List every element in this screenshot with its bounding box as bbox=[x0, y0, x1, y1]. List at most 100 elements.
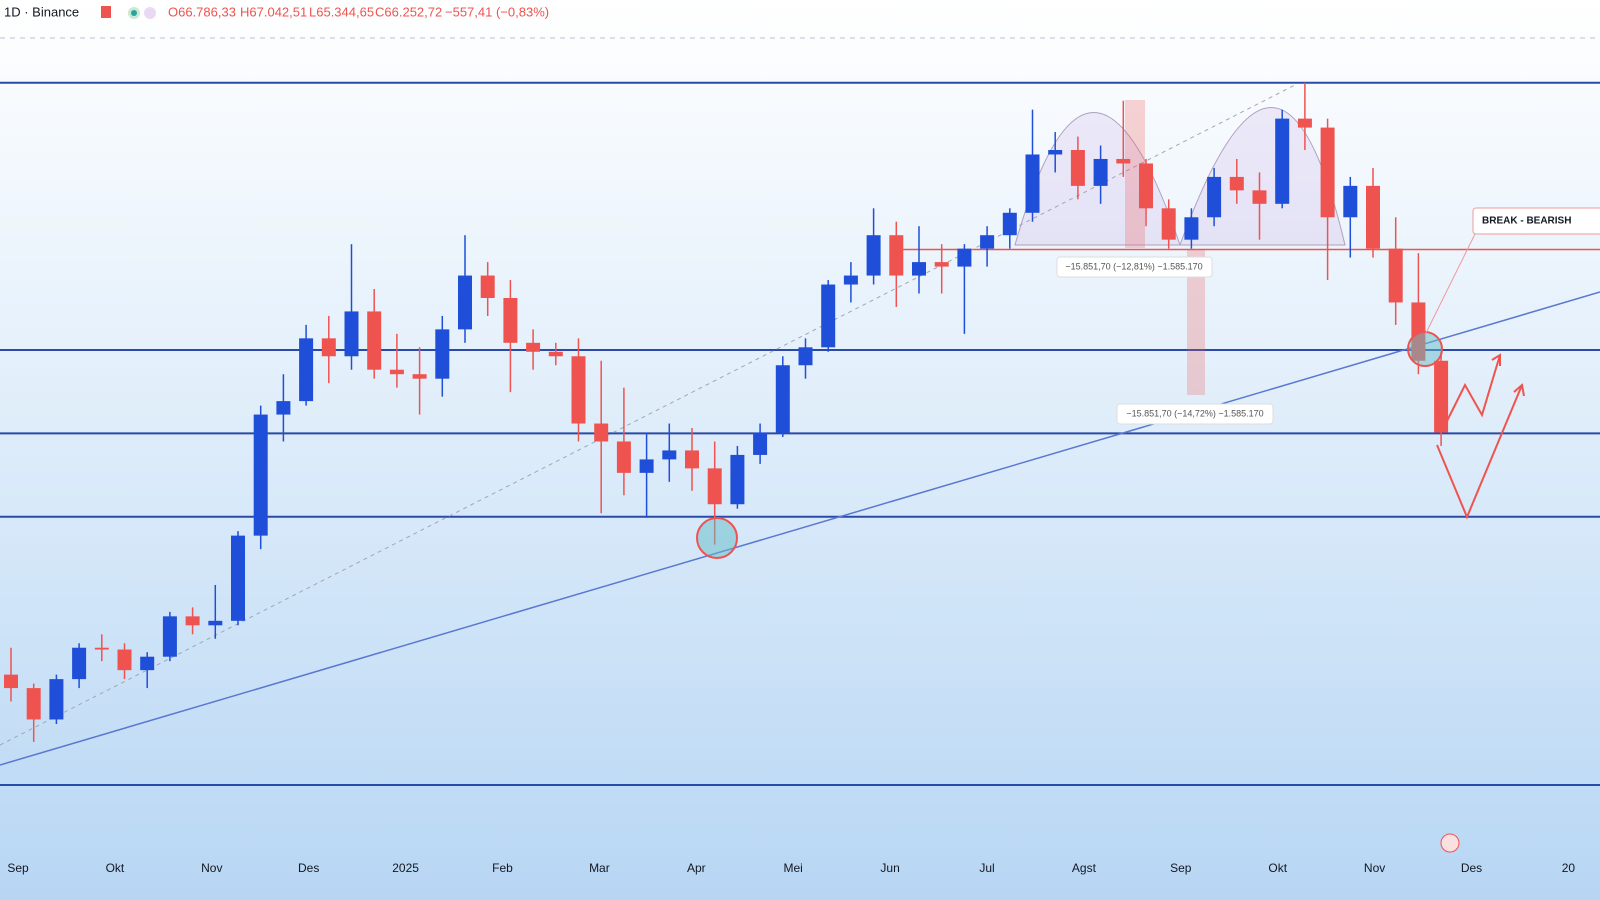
x-tick-label: Sep bbox=[7, 861, 29, 875]
x-tick-label: Sep bbox=[1170, 861, 1192, 875]
ohlc-close: C66.252,72 bbox=[375, 4, 442, 19]
arrow-head bbox=[1491, 353, 1501, 366]
candle-body bbox=[1116, 158, 1131, 164]
arrow-head bbox=[1513, 383, 1525, 397]
candle-body bbox=[1002, 212, 1017, 236]
x-tick-label: Jul bbox=[979, 861, 994, 875]
candle-body bbox=[208, 620, 223, 626]
ohlc-high: H67.042,51 bbox=[240, 4, 307, 19]
x-tick-label: 20 bbox=[1562, 861, 1576, 875]
candle-body bbox=[821, 284, 836, 348]
x-tick-label: 2025 bbox=[392, 861, 419, 875]
measure-zone bbox=[1125, 100, 1145, 248]
x-tick-label: Des bbox=[1461, 861, 1482, 875]
x-tick-label: Feb bbox=[492, 861, 513, 875]
candle-body bbox=[707, 468, 722, 505]
candle-body bbox=[1070, 150, 1085, 186]
x-tick-label: Mar bbox=[589, 861, 610, 875]
candle-body bbox=[49, 679, 64, 720]
candle-body bbox=[1184, 217, 1199, 240]
break-circle bbox=[1407, 331, 1443, 367]
candle-body bbox=[730, 454, 745, 505]
candle-body bbox=[412, 374, 427, 379]
measure-label: −15.851,70 (−12,81%) −1.585.170 bbox=[1065, 261, 1202, 271]
measure-label: −15.851,70 (−14,72%) −1.585.170 bbox=[1126, 408, 1263, 418]
candle-body bbox=[662, 450, 677, 460]
candle-body bbox=[1297, 118, 1312, 128]
candle-body bbox=[1048, 150, 1063, 155]
symbol[interactable]: 1D · Binance bbox=[4, 4, 79, 19]
candle-body bbox=[344, 311, 359, 357]
candle-body bbox=[1229, 176, 1244, 191]
candle-body bbox=[1093, 158, 1108, 186]
measure-box bbox=[1056, 256, 1213, 278]
projection-arrow bbox=[1436, 384, 1523, 520]
candle-body bbox=[231, 535, 245, 621]
projection-arrow bbox=[1444, 354, 1501, 426]
callout-line bbox=[1424, 227, 1479, 336]
candle-body bbox=[526, 342, 541, 352]
candle-body bbox=[1388, 248, 1403, 303]
candle-body bbox=[458, 275, 472, 330]
x-tick-label: Nov bbox=[1364, 861, 1385, 875]
candle-body bbox=[798, 347, 813, 366]
candle-body bbox=[26, 688, 41, 720]
candle-body bbox=[162, 616, 177, 657]
callout-box bbox=[1472, 207, 1600, 235]
candle-body bbox=[72, 647, 87, 680]
event-icon[interactable] bbox=[1440, 833, 1460, 853]
ohlc-change: −557,41 (−0,83%) bbox=[445, 4, 549, 19]
candle-body bbox=[1434, 360, 1449, 433]
right-shoulder-arc bbox=[1179, 107, 1346, 246]
candle-body bbox=[503, 297, 518, 343]
x-axis: Sep Okt Nov Des 2025 Feb Mar Apr Mei Jun Jul Agst Se… bbox=[7, 861, 1575, 875]
candle-body bbox=[367, 311, 382, 370]
x-tick-label: Nov bbox=[201, 861, 222, 875]
candle-body bbox=[1025, 154, 1040, 213]
status-dot bbox=[131, 10, 137, 16]
candle-body bbox=[775, 365, 790, 433]
candles bbox=[4, 82, 1449, 742]
candle-body bbox=[321, 338, 336, 357]
levels bbox=[0, 81, 1600, 786]
candle-body bbox=[866, 235, 881, 276]
candle-body bbox=[594, 423, 609, 442]
candle-body bbox=[1161, 208, 1176, 240]
x-tick-label: Okt bbox=[1268, 861, 1287, 875]
candle-body bbox=[843, 275, 858, 285]
candle-body bbox=[1139, 163, 1153, 209]
x-tick-label: Jun bbox=[880, 861, 899, 875]
candle-body bbox=[94, 647, 109, 650]
ohlc-open: O66.786,33 bbox=[168, 4, 236, 19]
candle-body bbox=[1275, 118, 1290, 204]
candle-body bbox=[934, 262, 949, 267]
candle-body bbox=[299, 338, 314, 402]
x-tick-label: Mei bbox=[784, 861, 803, 875]
candle-body bbox=[957, 248, 972, 267]
candle-body bbox=[912, 262, 926, 276]
candle-body bbox=[253, 414, 268, 536]
candle-body bbox=[1252, 190, 1267, 204]
candle-body bbox=[753, 432, 768, 455]
candle-body bbox=[117, 649, 132, 671]
candle-body bbox=[140, 656, 155, 671]
share-icon[interactable] bbox=[144, 7, 156, 19]
candle-body bbox=[185, 616, 200, 626]
candle-body bbox=[435, 329, 450, 379]
candle-body bbox=[4, 674, 18, 689]
break-label: BREAK - BEARISH bbox=[1482, 216, 1571, 227]
candle-body bbox=[276, 401, 291, 415]
flag-icon bbox=[101, 6, 111, 18]
candle-body bbox=[1320, 127, 1335, 218]
candle-body bbox=[389, 369, 404, 375]
candle-body bbox=[480, 275, 495, 298]
measure-box bbox=[1116, 403, 1274, 425]
candle-body bbox=[571, 356, 586, 424]
candle-body bbox=[639, 459, 654, 473]
x-tick-label: Apr bbox=[687, 861, 706, 875]
candle-body bbox=[548, 351, 563, 357]
support-circle bbox=[696, 517, 738, 559]
candle-body bbox=[1366, 185, 1380, 249]
x-tick-label: Okt bbox=[106, 861, 125, 875]
